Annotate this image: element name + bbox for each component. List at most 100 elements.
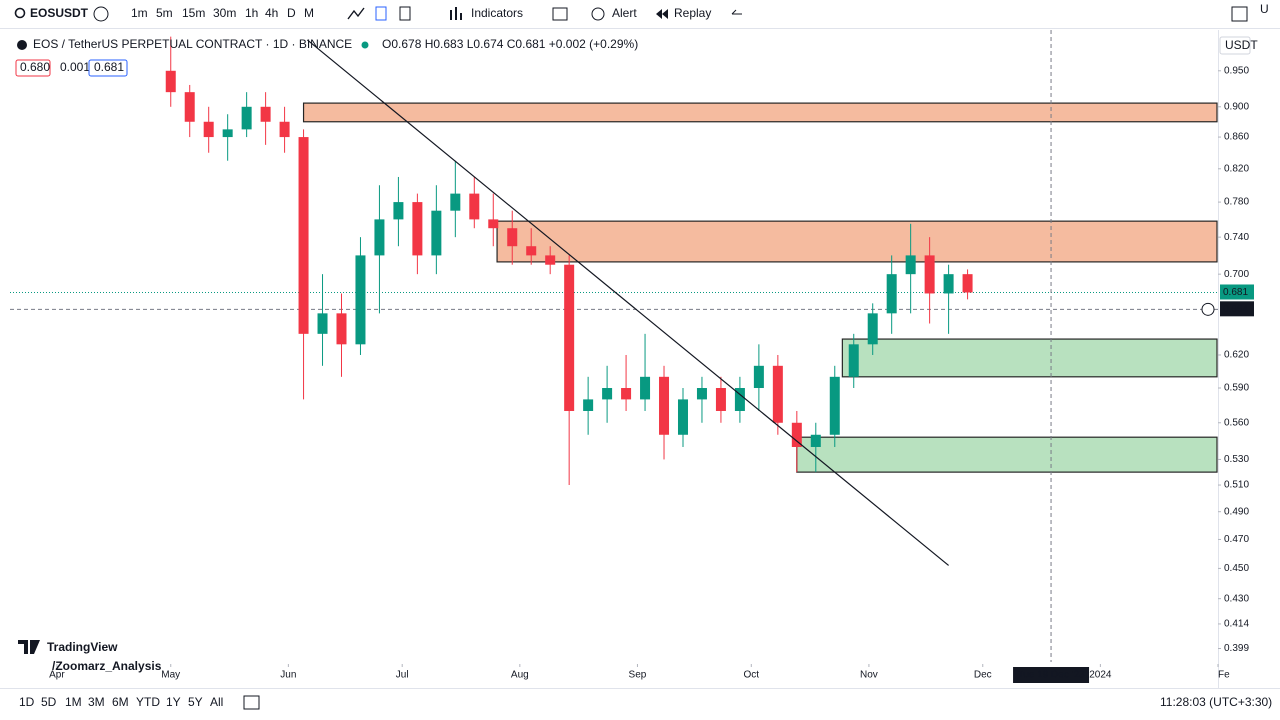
undo[interactable] [731, 9, 742, 15]
spread: 0.001 [60, 60, 90, 74]
x-tick-label: Fe [1218, 670, 1230, 681]
candle-body [962, 274, 973, 293]
y-tick-label: 0.950 [1224, 65, 1249, 76]
interval[interactable]: 15m [182, 6, 205, 20]
y-tick-label: 0.470 [1224, 534, 1249, 545]
range-button[interactable]: 5Y [188, 695, 203, 709]
alert-icon[interactable] [591, 7, 605, 21]
add-symbol[interactable] [93, 6, 109, 22]
legend-title: EOS / TetherUS PERPETUAL CONTRACT · 1D ·… [33, 37, 352, 51]
candle-body [848, 344, 859, 377]
candle-body [298, 137, 309, 334]
x-tick-label: Nov [860, 670, 878, 681]
status-dot [361, 41, 369, 49]
tv-logo [18, 640, 40, 654]
range-button[interactable]: 1D [19, 695, 35, 709]
candle-body [924, 255, 935, 294]
interval[interactable]: M [304, 6, 314, 20]
x-tick-label: Oct [744, 670, 760, 681]
candle-body [279, 121, 290, 138]
candle-body [583, 399, 594, 411]
range-button[interactable]: All [210, 695, 223, 709]
candle-body [545, 255, 556, 265]
y-tick-label: 0.820 [1224, 163, 1249, 174]
y-tick-label: 0.399 [1224, 643, 1249, 654]
candle-body [507, 228, 518, 247]
top-toolbar [0, 0, 1280, 28]
indicators-button[interactable]: Indicators [471, 6, 523, 20]
crosshair-date-box [1013, 667, 1090, 683]
interval[interactable]: 1m [131, 6, 148, 20]
currency-box[interactable] [1219, 36, 1251, 55]
price-label: 0.681 [1223, 287, 1248, 298]
y-tick-label: 0.700 [1224, 269, 1249, 280]
crosshair-price: 0.664 [1223, 304, 1248, 315]
search-icon[interactable] [14, 7, 26, 19]
candle-body [696, 388, 707, 400]
candles-icon[interactable] [375, 6, 387, 21]
replay-button[interactable]: Replay [674, 6, 711, 20]
x-tick-label: Aug [511, 670, 529, 681]
watermark-brand: TradingView [47, 640, 118, 654]
y-tick-label: 0.430 [1224, 593, 1249, 604]
candle-body [241, 106, 252, 130]
candle-body [260, 106, 271, 122]
indicators-icon[interactable] [450, 7, 462, 20]
buy-price[interactable]: 0.681 [94, 60, 124, 74]
price-label-box [1220, 284, 1254, 300]
sell-box[interactable] [15, 59, 51, 77]
candle-body [867, 313, 878, 345]
x-tick-label: 2024 [1089, 670, 1112, 681]
fullscreen[interactable] [1231, 6, 1248, 22]
replay-icon[interactable] [656, 9, 668, 19]
chart-type-icon[interactable] [347, 7, 365, 20]
alert-button[interactable]: Alert [612, 6, 637, 20]
candle-body [734, 388, 745, 411]
range-button[interactable]: YTD [136, 695, 160, 709]
y-tick-label: 0.860 [1224, 132, 1249, 143]
zone [302, 102, 1218, 123]
buy-box[interactable] [88, 59, 128, 77]
candle-body [715, 388, 726, 411]
candle-body [829, 376, 840, 435]
interval[interactable]: 1h [245, 6, 258, 20]
crosshair-price-box [1220, 301, 1254, 317]
watermark-author: /Zoomarz_Analysis [52, 659, 162, 673]
currency[interactable]: USDT [1225, 38, 1258, 52]
range-button[interactable]: 1M [65, 695, 82, 709]
candle-body [753, 365, 764, 389]
y-tick-label: 0.900 [1224, 101, 1249, 112]
range-button[interactable]: 1Y [166, 695, 181, 709]
clock: 11:28:03 (UTC+3:30) [1160, 695, 1272, 709]
compare-icon[interactable] [399, 6, 411, 21]
interval[interactable]: D [287, 6, 296, 20]
range-button[interactable]: 6M [112, 695, 129, 709]
goto-date[interactable] [243, 695, 260, 710]
symbol[interactable]: EOSUSDT [30, 6, 89, 20]
interval[interactable]: 5m [156, 6, 173, 20]
candle-body [469, 193, 480, 220]
candle-body [943, 274, 954, 294]
range-button[interactable]: 5D [41, 695, 57, 709]
candle-body [450, 193, 461, 211]
sell-price[interactable]: 0.680 [20, 60, 50, 74]
candle-body [222, 129, 233, 138]
layout-icon[interactable] [552, 7, 568, 21]
user[interactable]: U [1260, 2, 1269, 16]
candle-body [355, 255, 366, 345]
interval[interactable]: 4h [265, 6, 278, 20]
candle-body [336, 313, 347, 345]
candle-body [526, 246, 537, 256]
range-button[interactable]: 3M [88, 695, 105, 709]
y-tick-label: 0.510 [1224, 480, 1249, 491]
interval[interactable]: 30m [213, 6, 236, 20]
candle-body [488, 219, 499, 229]
y-tick-label: 0.740 [1224, 232, 1249, 243]
x-tick-label: Dec [974, 670, 992, 681]
y-tick-label: 0.780 [1224, 197, 1249, 208]
x-tick-label: Apr [49, 670, 65, 681]
zone [841, 338, 1218, 378]
candle-body [621, 388, 632, 400]
candle-body [886, 274, 897, 314]
